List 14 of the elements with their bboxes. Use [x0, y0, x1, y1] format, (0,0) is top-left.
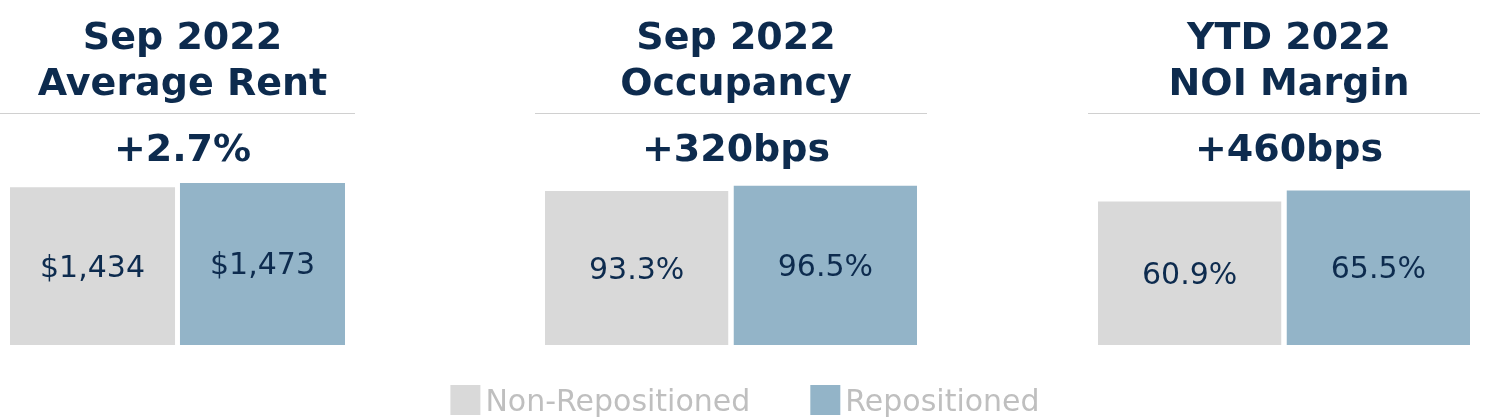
chart-title: Sep 2022 Occupancy	[620, 14, 853, 104]
chart-subtitle: +2.7%	[113, 126, 252, 170]
data-label: 65.5%	[1330, 250, 1427, 286]
chart-subtitle: +320bps	[641, 126, 831, 170]
legend-label: Repositioned	[845, 382, 1040, 418]
data-label: 60.9%	[1141, 255, 1238, 291]
data-label: $1,473	[210, 246, 315, 282]
data-label: 96.5%	[777, 247, 874, 283]
data-label: $1,434	[40, 248, 145, 284]
data-label: 93.3%	[588, 250, 685, 286]
chart-title: Sep 2022 Average Rent	[37, 14, 328, 104]
chart-title: YTD 2022 NOI Margin	[1168, 14, 1410, 104]
chart-subtitle: +460bps	[1194, 126, 1384, 170]
legend-label: Non-Repositioned	[485, 382, 751, 418]
